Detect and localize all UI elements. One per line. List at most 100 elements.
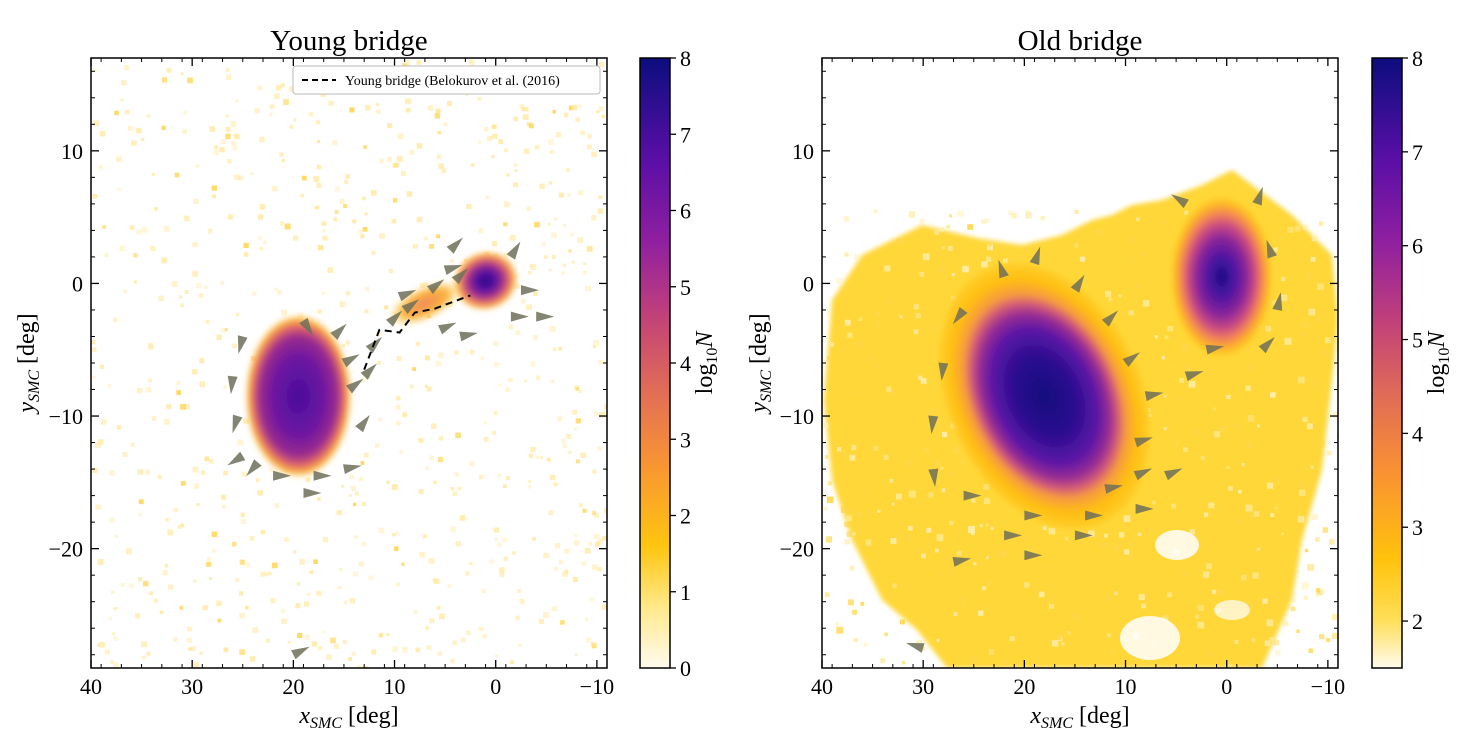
old-star-pixel bbox=[858, 390, 862, 395]
old-star-pixel bbox=[939, 572, 945, 578]
young-star-pixel bbox=[206, 561, 212, 567]
young-star-pixel bbox=[561, 271, 566, 275]
young-star-pixel bbox=[279, 152, 284, 157]
young-star-pixel bbox=[328, 100, 334, 106]
young-star-pixel bbox=[151, 172, 156, 177]
young-star-pixel bbox=[517, 589, 521, 593]
young-star-pixel bbox=[505, 387, 510, 392]
young-star-pixel bbox=[125, 548, 132, 555]
old-star-pixel bbox=[1298, 489, 1306, 496]
young-star-pixel bbox=[416, 143, 423, 149]
young-star-pixel bbox=[316, 497, 321, 501]
young-star-pixel bbox=[573, 539, 580, 546]
young-star-pixel bbox=[535, 375, 541, 380]
old-star-pixel bbox=[1290, 606, 1296, 612]
young-star-pixel bbox=[432, 578, 437, 583]
young-star-pixel bbox=[357, 665, 361, 668]
old-star-pixel bbox=[1321, 443, 1325, 448]
old-star-pixel bbox=[884, 265, 891, 272]
old-star-pixel bbox=[1270, 512, 1275, 518]
old-star-pixel bbox=[941, 246, 945, 250]
young-star-pixel bbox=[153, 598, 158, 603]
old-star-pixel bbox=[1206, 563, 1213, 570]
young-star-pixel bbox=[122, 451, 128, 457]
old-star-pixel bbox=[1213, 506, 1220, 513]
young-star-pixel bbox=[602, 604, 607, 610]
young-star-pixel bbox=[561, 438, 566, 444]
young-star-pixel bbox=[358, 229, 363, 234]
old-star-pixel bbox=[1048, 603, 1055, 609]
old-star-pixel bbox=[895, 493, 902, 500]
old-star-pixel bbox=[1104, 291, 1112, 298]
young-star-pixel bbox=[358, 561, 364, 567]
young-star-pixel bbox=[304, 601, 310, 607]
old-star-pixel bbox=[999, 550, 1007, 558]
young-star-pixel bbox=[524, 106, 529, 112]
old-title: Old bridge bbox=[1018, 25, 1143, 57]
young-star-pixel bbox=[601, 114, 605, 119]
young-star-pixel bbox=[179, 605, 184, 610]
old-star-pixel bbox=[1310, 465, 1314, 469]
young-star-pixel bbox=[280, 608, 286, 614]
young-velocity-arrow bbox=[227, 451, 246, 466]
old-star-pixel bbox=[1328, 539, 1335, 545]
young-star-pixel bbox=[526, 304, 533, 311]
young-star-pixel bbox=[193, 198, 199, 204]
young-star-pixel bbox=[371, 649, 377, 655]
old-velocity-arrow bbox=[1205, 344, 1225, 355]
old-star-pixel bbox=[835, 622, 839, 626]
young-star-pixel bbox=[255, 478, 260, 482]
old-star-pixel bbox=[1074, 243, 1079, 248]
young-star-pixel bbox=[225, 68, 230, 73]
old-star-pixel bbox=[1189, 529, 1195, 535]
young-star-pixel bbox=[502, 484, 507, 489]
old-star-pixel bbox=[921, 553, 927, 559]
old-star-pixel bbox=[1245, 504, 1253, 512]
young-star-pixel bbox=[346, 291, 351, 296]
young-star-pixel bbox=[526, 206, 532, 212]
young-star-pixel bbox=[308, 112, 314, 117]
young-star-pixel bbox=[496, 542, 502, 547]
young-star-pixel bbox=[478, 474, 484, 480]
old-star-pixel bbox=[953, 612, 958, 617]
young-star-pixel bbox=[532, 334, 538, 340]
young-star-pixel bbox=[455, 541, 461, 547]
old-star-pixel bbox=[917, 501, 923, 508]
young-star-pixel bbox=[392, 484, 398, 491]
young-star-pixel bbox=[217, 618, 222, 623]
young-star-pixel bbox=[593, 411, 599, 417]
old-star-pixel bbox=[1151, 500, 1156, 505]
young-star-pixel bbox=[207, 228, 213, 234]
old-star-pixel bbox=[1256, 547, 1261, 551]
young-star-pixel bbox=[301, 175, 307, 181]
old-star-pixel bbox=[996, 569, 1001, 574]
old-star-pixel bbox=[1007, 210, 1013, 216]
young-star-pixel bbox=[240, 512, 245, 517]
young-star-pixel bbox=[252, 627, 259, 633]
young-star-pixel bbox=[503, 222, 508, 227]
old-star-pixel bbox=[1326, 637, 1331, 643]
young-star-pixel bbox=[216, 334, 222, 340]
young-star-pixel bbox=[597, 208, 604, 214]
young-star-pixel bbox=[436, 234, 441, 239]
young-star-pixel bbox=[533, 291, 538, 296]
young-star-pixel bbox=[341, 344, 345, 348]
young-star-pixel bbox=[322, 537, 328, 543]
young-star-pixel bbox=[446, 101, 453, 107]
young-star-pixel bbox=[121, 80, 127, 86]
young-star-pixel bbox=[104, 649, 110, 655]
young-star-pixel bbox=[539, 456, 544, 460]
young-star-pixel bbox=[209, 577, 213, 581]
young-star-pixel bbox=[491, 154, 495, 159]
old-star-pixel bbox=[1290, 596, 1297, 603]
young-star-pixel bbox=[147, 378, 152, 383]
old-star-pixel bbox=[1286, 496, 1291, 500]
young-star-pixel bbox=[209, 459, 214, 464]
old-velocity-arrow bbox=[1184, 371, 1204, 382]
young-star-pixel bbox=[498, 567, 505, 574]
old-star-pixel bbox=[916, 547, 922, 554]
young-star-pixel bbox=[260, 571, 266, 577]
young-star-pixel bbox=[515, 615, 520, 620]
young-plot-area bbox=[91, 59, 607, 668]
old-star-pixel bbox=[896, 238, 904, 246]
